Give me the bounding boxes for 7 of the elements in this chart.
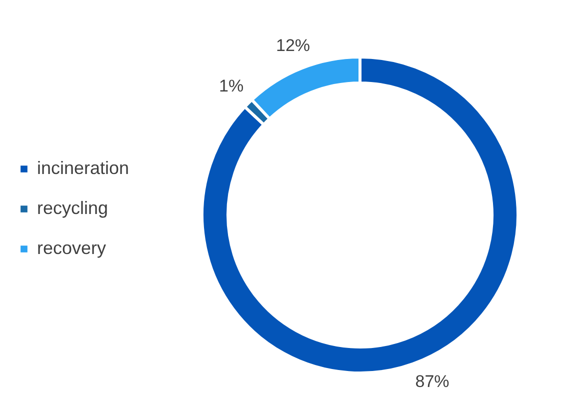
legend-label: incineration — [37, 158, 130, 178]
legend-label: recovery — [37, 238, 106, 258]
donut-slice — [200, 56, 520, 374]
data-label: 87% — [415, 372, 450, 392]
data-label: 12% — [276, 36, 310, 55]
legend-label: recycling — [37, 198, 108, 218]
data-label: 1% — [219, 76, 244, 96]
